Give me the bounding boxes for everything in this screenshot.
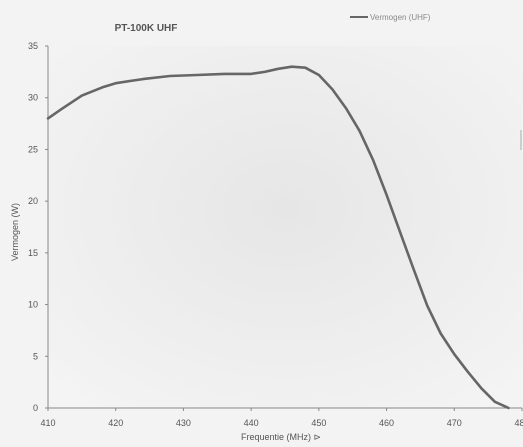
x-tick-label: 460	[379, 418, 394, 428]
x-tick-label: 430	[176, 418, 191, 428]
x-axis-title: Frequentie (MHz) ⊳	[241, 432, 321, 442]
x-tick-label: 410	[40, 418, 55, 428]
legend: Vermogen (UHF)	[350, 13, 431, 22]
x-tick-label: 470	[447, 418, 462, 428]
legend-label: Vermogen (UHF)	[370, 13, 431, 22]
y-axis-title: Vermogen (W)	[10, 203, 20, 261]
y-tick-label: 10	[28, 300, 38, 310]
y-tick-label: 20	[28, 196, 38, 206]
x-tick-label: 420	[108, 418, 123, 428]
x-ticks: 410 420 430 440 450 460 470 480	[40, 408, 523, 428]
plot-area	[48, 46, 522, 408]
y-tick-label: 35	[28, 41, 38, 51]
y-ticks: 0 5 10 15 20 25 30 35	[28, 41, 48, 413]
chart-title: PT-100K UHF	[115, 23, 178, 34]
series-layer	[46, 65, 510, 410]
y-tick-label: 5	[33, 351, 38, 361]
x-tick-label: 450	[311, 418, 326, 428]
x-tick-label: 440	[244, 418, 259, 428]
x-tick-label: 480	[514, 418, 523, 428]
series-line	[46, 65, 510, 410]
y-tick-label: 15	[28, 248, 38, 258]
y-tick-label: 30	[28, 93, 38, 103]
y-tick-label: 25	[28, 144, 38, 154]
y-tick-label: 0	[33, 403, 38, 413]
